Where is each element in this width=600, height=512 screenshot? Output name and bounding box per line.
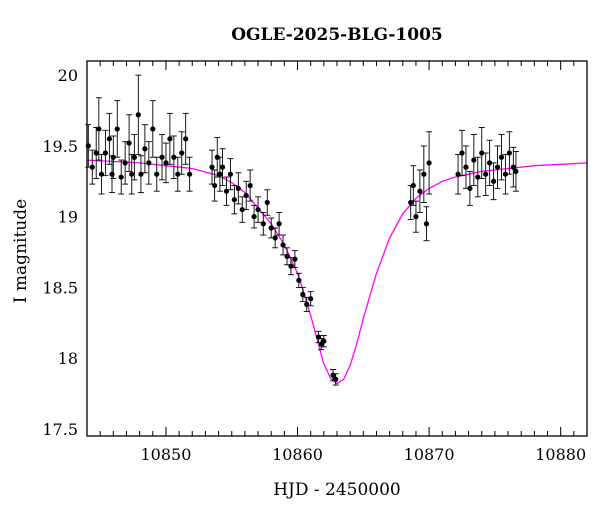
- data-point: [268, 225, 274, 231]
- data-point: [217, 171, 223, 177]
- model-line: [86, 159, 588, 385]
- data-point: [410, 182, 416, 189]
- data-point: [483, 171, 489, 177]
- data-point: [264, 199, 270, 206]
- model-curve: [86, 159, 588, 385]
- data-point: [114, 126, 120, 132]
- data-point: [494, 164, 501, 170]
- y-tick-label: 19.5: [42, 137, 78, 156]
- data-point: [426, 160, 432, 166]
- data-point: [179, 150, 185, 156]
- data-point: [490, 178, 497, 184]
- axis-ticks: 10850 10860 10870 10880 17.5 18 18.5 19 19.5 20: [42, 61, 588, 464]
- data-point: [421, 171, 427, 177]
- data-point: [423, 221, 430, 227]
- chart-title: OGLE-2025-BLG-1005: [231, 25, 443, 45]
- data-point: [159, 154, 165, 160]
- y-tick-label: 17.5: [42, 420, 78, 439]
- x-tick-label: 10850: [140, 445, 191, 464]
- data-point: [247, 182, 253, 189]
- data-point: [154, 171, 160, 177]
- data-point: [333, 376, 339, 382]
- data-point: [106, 136, 112, 142]
- data-point: [122, 160, 128, 166]
- data-point: [276, 221, 282, 227]
- data-point: [126, 140, 132, 146]
- data-point: [171, 154, 177, 160]
- data-points: [85, 74, 519, 386]
- data-point: [296, 277, 302, 283]
- y-tick-label: 20: [58, 66, 78, 85]
- data-point: [272, 235, 278, 241]
- data-point: [471, 157, 477, 163]
- data-point: [135, 112, 141, 118]
- data-point: [231, 197, 237, 203]
- data-point: [175, 171, 181, 177]
- x-tick-label: 10880: [535, 445, 586, 464]
- data-point: [129, 171, 135, 177]
- plot-frame: [86, 60, 588, 437]
- data-point: [308, 296, 314, 302]
- data-point: [118, 174, 124, 180]
- data-point: [292, 256, 298, 262]
- y-tick-label: 18: [58, 349, 78, 368]
- y-tick-label: 19: [58, 208, 78, 227]
- data-point: [239, 206, 245, 213]
- data-point: [89, 164, 95, 170]
- data-point: [479, 150, 485, 156]
- data-point: [131, 154, 137, 160]
- data-point: [513, 168, 519, 174]
- data-point: [260, 221, 266, 227]
- x-tick-label: 10870: [404, 445, 455, 464]
- data-point: [110, 154, 116, 160]
- data-point: [96, 126, 102, 132]
- data-point: [417, 188, 423, 194]
- data-point: [183, 136, 189, 142]
- data-point: [255, 206, 261, 213]
- data-point: [280, 242, 286, 248]
- data-point: [502, 171, 509, 177]
- data-point: [498, 154, 505, 160]
- data-point: [187, 171, 193, 177]
- data-point: [209, 164, 215, 170]
- y-axis-label: I magnitude: [11, 199, 31, 303]
- data-point: [251, 214, 257, 220]
- data-point: [506, 150, 512, 156]
- data-point: [235, 185, 241, 191]
- x-axis-label: HJD - 2450000: [273, 480, 401, 500]
- data-point: [459, 150, 465, 156]
- data-point: [219, 164, 226, 170]
- data-point: [212, 182, 218, 189]
- data-point: [109, 171, 115, 177]
- data-point: [413, 214, 419, 220]
- data-point: [102, 150, 109, 156]
- data-point: [463, 164, 469, 170]
- data-point: [510, 164, 516, 170]
- data-point: [142, 146, 148, 152]
- data-point: [321, 338, 327, 344]
- data-point: [227, 171, 234, 177]
- x-tick-label: 10860: [272, 445, 323, 464]
- data-point: [487, 160, 493, 166]
- data-point: [408, 199, 414, 206]
- data-point: [167, 136, 173, 142]
- data-point: [150, 126, 156, 132]
- data-point: [300, 291, 306, 298]
- data-point: [467, 185, 473, 191]
- data-point: [243, 192, 249, 199]
- data-point: [93, 150, 99, 156]
- y-tick-label: 18.5: [42, 278, 78, 297]
- data-point: [146, 160, 152, 166]
